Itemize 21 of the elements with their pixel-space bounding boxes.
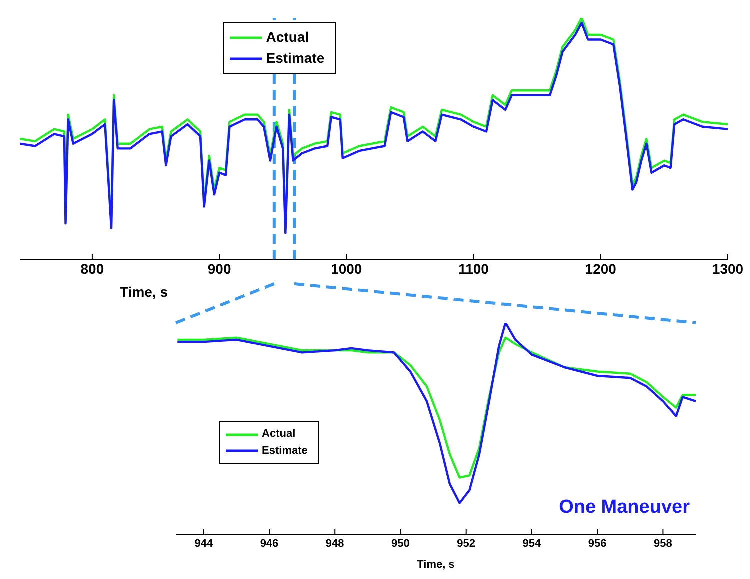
x-tick-label: 950	[392, 538, 410, 550]
x-tick-label: 954	[522, 538, 542, 550]
x-tick-label: 1000	[331, 260, 362, 277]
x-tick-label: 1200	[585, 260, 617, 277]
x-tick-label: 1300	[712, 260, 744, 277]
x-tick-label: 944	[194, 538, 214, 550]
legend-label: Actual	[262, 427, 296, 442]
annotation: One Maneuver	[559, 497, 690, 519]
x-tick-label: 948	[326, 538, 344, 550]
x-tick-label: 946	[260, 538, 279, 550]
x-tick-label: 952	[457, 538, 476, 550]
legend-label: Actual	[266, 28, 310, 47]
x-tick-label: 800	[80, 260, 104, 277]
x-tick-label: 1100	[458, 260, 490, 277]
x-axis-title: Time, s	[417, 559, 455, 571]
x-tick-label: 900	[208, 260, 232, 277]
x-axis-title: Time, s	[120, 284, 168, 300]
legend-label: Estimate	[262, 444, 308, 459]
x-tick-label: 958	[654, 538, 672, 550]
legend-label: Estimate	[266, 49, 325, 68]
x-tick-label: 956	[588, 538, 607, 550]
